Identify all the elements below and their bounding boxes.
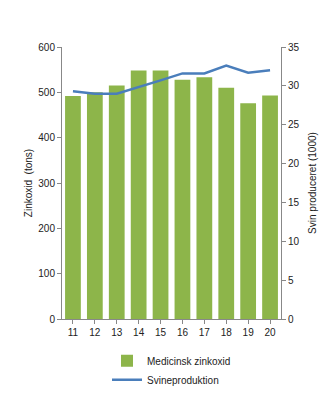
svg-text:25: 25 <box>288 119 300 130</box>
svg-text:15: 15 <box>155 327 167 338</box>
svg-text:400: 400 <box>38 132 55 143</box>
svg-text:5: 5 <box>288 275 294 286</box>
svg-text:15: 15 <box>288 197 300 208</box>
svg-text:300: 300 <box>38 178 55 189</box>
svg-text:30: 30 <box>288 80 300 91</box>
svg-text:35: 35 <box>288 42 300 53</box>
svg-text:200: 200 <box>38 223 55 234</box>
svg-text:Medicinsk zinkoxid: Medicinsk zinkoxid <box>147 356 230 367</box>
svg-text:20: 20 <box>288 158 300 169</box>
svg-text:100: 100 <box>38 268 55 279</box>
svg-text:Svin produceret (1000): Svin produceret (1000) <box>307 132 318 234</box>
svg-text:500: 500 <box>38 87 55 98</box>
svg-text:10: 10 <box>288 236 300 247</box>
svg-text:14: 14 <box>133 327 145 338</box>
svg-text:0: 0 <box>49 314 55 325</box>
svg-text:Svineproduktion: Svineproduktion <box>147 375 219 386</box>
svg-text:600: 600 <box>38 42 55 53</box>
svg-text:11: 11 <box>68 327 79 338</box>
svg-text:0: 0 <box>288 314 294 325</box>
svg-text:19: 19 <box>243 327 255 338</box>
svg-text:16: 16 <box>177 327 189 338</box>
svg-text:18: 18 <box>221 327 233 338</box>
svg-text:13: 13 <box>111 327 123 338</box>
svg-text:17: 17 <box>199 327 211 338</box>
svg-text:20: 20 <box>264 327 276 338</box>
svg-text:12: 12 <box>89 327 101 338</box>
svg-text:Zinkoxid (tons): Zinkoxid (tons) <box>23 149 34 217</box>
